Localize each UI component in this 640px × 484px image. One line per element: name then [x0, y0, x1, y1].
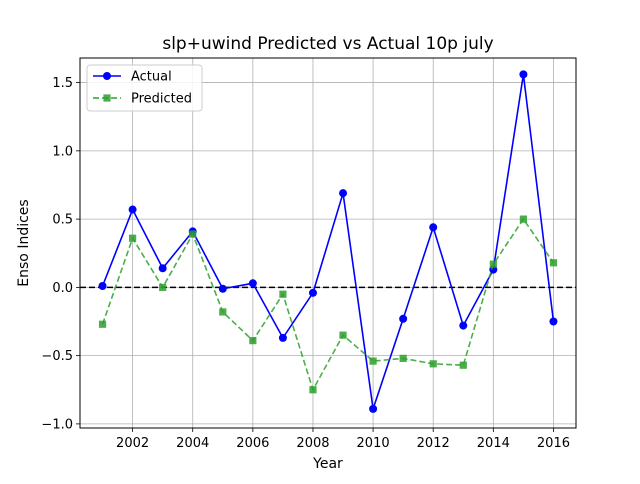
legend-label-actual: Actual — [131, 70, 172, 85]
x-tick-label: 2008 — [296, 436, 329, 451]
data-point-predicted — [399, 354, 407, 362]
data-point-predicted — [159, 283, 167, 291]
y-axis-label: Enso Indices — [16, 199, 32, 286]
y-axis-ticks: −1.0 −0.5 0.0 0.5 1.0 1.5 — [41, 76, 80, 432]
x-tick-label: 2004 — [176, 436, 209, 451]
series-predicted — [98, 215, 558, 394]
plot-area-frame — [79, 57, 577, 429]
data-point-predicted — [129, 234, 137, 242]
y-tick-label: 1.0 — [52, 144, 73, 159]
x-tick-label: 2002 — [116, 436, 149, 451]
y-tick-label: −0.5 — [41, 349, 73, 364]
data-point-actual — [308, 288, 317, 297]
data-point-actual — [339, 189, 348, 198]
data-point-predicted — [279, 290, 287, 298]
data-point-actual — [248, 279, 257, 288]
legend-marker-predicted — [103, 94, 111, 102]
data-point-predicted — [339, 331, 347, 339]
data-point-predicted — [369, 357, 377, 365]
chart-title: slp+uwind Predicted vs Actual 10p july — [162, 34, 493, 54]
data-point-actual — [429, 223, 438, 232]
data-point-predicted — [519, 215, 527, 223]
x-tick-label: 2006 — [236, 436, 269, 451]
data-point-predicted — [459, 361, 467, 369]
data-point-actual — [278, 333, 287, 342]
data-point-predicted — [249, 337, 257, 345]
x-axis-ticks: 2002 2004 2006 2008 2010 2012 2014 2016 — [116, 428, 570, 451]
y-tick-label: 0.5 — [52, 213, 73, 228]
data-point-predicted — [309, 386, 317, 394]
y-tick-label: −1.0 — [41, 417, 73, 432]
data-point-actual — [218, 284, 227, 293]
data-point-predicted — [489, 260, 497, 268]
legend-label-predicted: Predicted — [131, 92, 192, 107]
series-line-actual — [101, 74, 555, 410]
data-point-actual — [399, 314, 408, 323]
data-point-actual — [549, 317, 558, 326]
legend: Actual Predicted — [86, 64, 203, 112]
data-point-predicted — [98, 320, 107, 328]
data-point-predicted — [219, 308, 227, 316]
series-layer — [98, 70, 558, 413]
x-tick-label: 2016 — [537, 436, 570, 451]
data-point-actual — [519, 70, 528, 79]
legend-marker-actual — [103, 72, 111, 80]
x-tick-label: 2012 — [417, 436, 450, 451]
data-point-predicted — [189, 230, 197, 238]
data-point-actual — [158, 264, 167, 273]
x-axis-label: Year — [312, 456, 343, 472]
x-tick-label: 2010 — [357, 436, 390, 451]
y-tick-label: 0.0 — [52, 281, 73, 296]
data-point-actual — [369, 404, 378, 413]
data-point-predicted — [429, 360, 437, 368]
data-point-actual — [98, 282, 107, 291]
series-actual — [98, 70, 558, 413]
data-point-actual — [128, 205, 137, 214]
data-point-predicted — [549, 259, 558, 267]
x-tick-label: 2014 — [477, 436, 510, 451]
data-point-actual — [459, 321, 468, 330]
y-tick-label: 1.5 — [52, 76, 73, 91]
